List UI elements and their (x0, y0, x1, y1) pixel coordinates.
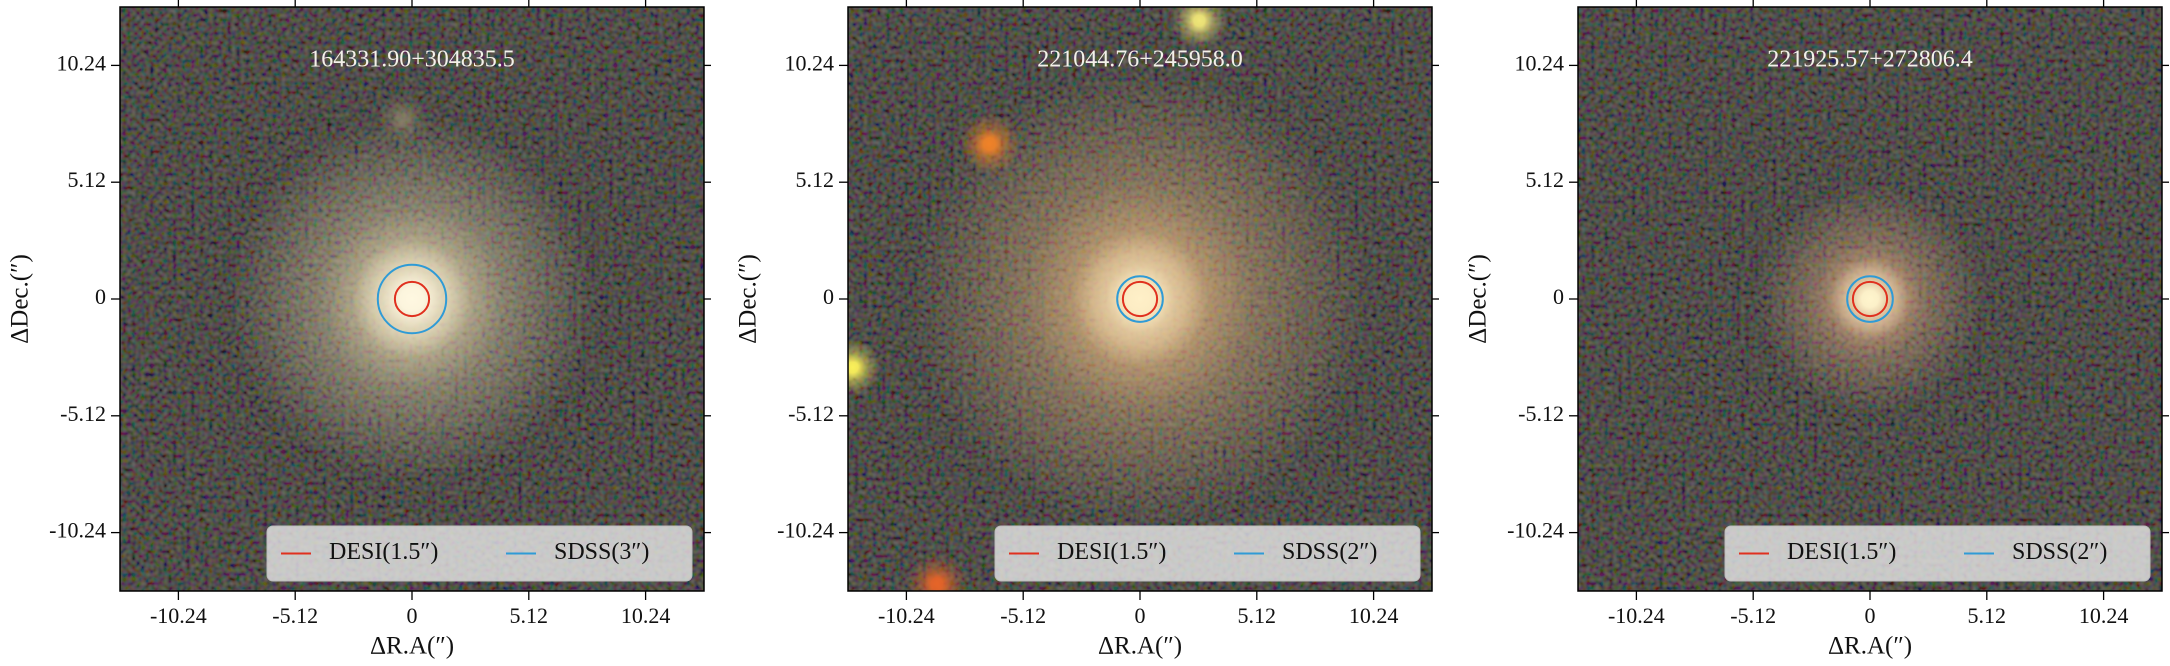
source (352, 239, 472, 359)
x-tick-label: 5.12 (1968, 603, 2007, 628)
y-tick-label: 5.12 (796, 167, 835, 192)
legend-box (266, 525, 693, 582)
x-axis-label: ΔR.A(″) (370, 633, 454, 660)
legend-label: SDSS(2″) (1282, 539, 1377, 565)
y-tick-label: -5.12 (60, 401, 106, 426)
x-tick-label: -10.24 (878, 603, 935, 628)
x-tick-label: 0 (1135, 603, 1146, 628)
legend: DESI(1.5″) SDSS(3″) (266, 525, 693, 582)
source (848, 340, 880, 395)
aperture (1846, 275, 1894, 323)
y-axis-label: ΔDec.(″) (735, 254, 762, 344)
y-tick-label: 5.12 (1526, 167, 1565, 192)
x-tick-label: -5.12 (1000, 603, 1046, 628)
legend-box (1724, 525, 2151, 582)
sky-image (120, 7, 704, 591)
x-tick-label: 0 (1865, 603, 1876, 628)
panel-title: 164331.90+304835.5 (309, 47, 515, 73)
y-tick-label: 10.24 (57, 50, 107, 75)
aperture (1116, 275, 1164, 323)
x-tick-label: 10.24 (621, 603, 671, 628)
y-tick-label: -10.24 (1507, 518, 1564, 543)
x-tick-label: 5.12 (510, 603, 549, 628)
source (377, 93, 428, 144)
x-tick-label: 5.12 (1238, 603, 1277, 628)
legend: DESI(1.5″) SDSS(2″) (1724, 525, 2151, 582)
aperture (393, 280, 431, 318)
x-tick-label: 10.24 (2079, 603, 2129, 628)
y-tick-label: -10.24 (777, 518, 834, 543)
x-tick-label: -5.12 (272, 603, 318, 628)
y-tick-label: 0 (95, 284, 106, 309)
y-tick-label: 5.12 (68, 167, 107, 192)
y-tick-label: -5.12 (1518, 401, 1564, 426)
source (959, 114, 1020, 174)
legend-label: SDSS(2″) (2012, 539, 2107, 565)
legend-label: DESI(1.5″) (1057, 539, 1166, 565)
y-tick-label: 0 (1553, 284, 1564, 309)
aperture (1851, 280, 1889, 318)
source (1171, 7, 1227, 49)
legend-label: SDSS(3″) (554, 539, 649, 565)
legend: DESI(1.5″) SDSS(2″) (994, 525, 1421, 582)
panel: -10.24 -5.12 0 5.12 10.24 -10.24 -5.12 0 5.12 10.… (7, 0, 711, 660)
y-tick-label: 10.24 (1515, 50, 1565, 75)
aperture (376, 263, 448, 335)
panel: -10.24 -5.12 0 5.12 10.24 -10.24 -5.12 0 5.12 10.… (1465, 0, 2169, 660)
y-axis-label: ΔDec.(″) (7, 254, 34, 344)
y-tick-label: 10.24 (785, 50, 835, 75)
x-tick-label: 0 (407, 603, 418, 628)
legend-label: DESI(1.5″) (1787, 539, 1896, 565)
y-tick-label: -10.24 (49, 518, 106, 543)
x-tick-label: 10.24 (1349, 603, 1399, 628)
source (1828, 257, 1912, 341)
panel-title: 221044.76+245958.0 (1037, 47, 1243, 73)
source (907, 554, 967, 591)
x-axis-label: ΔR.A(″) (1828, 633, 1912, 660)
x-tick-label: -5.12 (1730, 603, 1776, 628)
source (1071, 230, 1209, 368)
sky-image (1578, 7, 2162, 591)
x-tick-label: -10.24 (1608, 603, 1665, 628)
y-tick-label: 0 (823, 284, 834, 309)
legend-label: DESI(1.5″) (329, 539, 438, 565)
legend-box (994, 525, 1421, 582)
x-axis-label: ΔR.A(″) (1098, 633, 1182, 660)
aperture (1121, 280, 1159, 318)
panel-title: 221925.57+272806.4 (1767, 47, 1973, 73)
panel: -10.24 -5.12 0 5.12 10.24 -10.24 -5.12 0 5.12 10.… (735, 0, 1439, 660)
x-tick-label: -10.24 (150, 603, 207, 628)
y-tick-label: -5.12 (788, 401, 834, 426)
y-axis-label: ΔDec.(″) (1465, 254, 1492, 344)
sky-image (848, 7, 1432, 591)
